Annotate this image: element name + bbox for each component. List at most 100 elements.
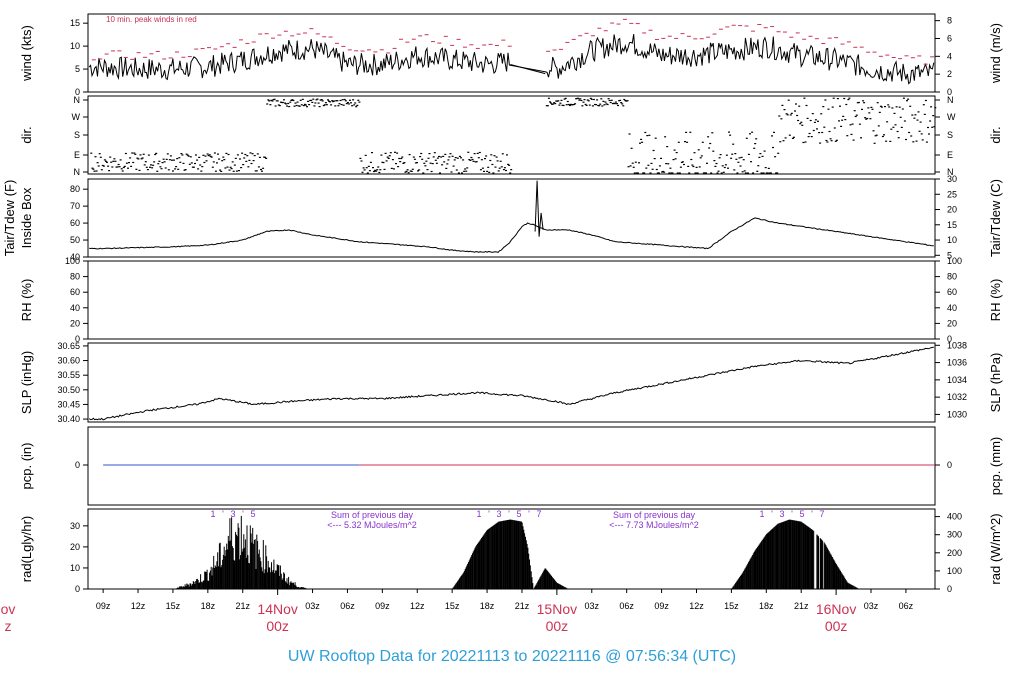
dir-mark <box>564 97 567 99</box>
dir-mark <box>699 157 702 159</box>
dir-mark <box>887 104 890 106</box>
dir-mark <box>307 100 310 102</box>
dir-mark <box>833 127 836 129</box>
dir-mark <box>131 152 134 154</box>
dir-mark <box>401 156 404 158</box>
day-label-line1: 16Nov <box>816 601 856 617</box>
tair-spike <box>534 180 544 237</box>
dir-mark <box>700 155 703 157</box>
dir-mark <box>333 100 336 102</box>
dir-mark <box>760 172 763 174</box>
dir-mark <box>123 165 126 167</box>
dir-mark <box>278 105 281 107</box>
dir-mark <box>880 106 883 108</box>
hour-marker: ' <box>811 509 813 519</box>
dir-mark <box>888 106 891 108</box>
dir-mark <box>495 156 498 158</box>
dir-mark <box>814 119 817 121</box>
dir-mark <box>357 99 360 101</box>
dir-mark <box>455 169 458 171</box>
x-tick-label: 06z <box>619 601 634 611</box>
dir-mark <box>676 172 679 174</box>
dir-mark <box>692 165 695 168</box>
dir-mark <box>217 153 219 155</box>
dir-mark <box>160 168 163 170</box>
dir-mark <box>235 170 238 172</box>
dir-mark <box>144 161 147 163</box>
dir-mark <box>367 165 370 167</box>
dir-mark <box>359 157 362 159</box>
y-tick-label-right: 20 <box>947 318 957 328</box>
dir-mark <box>765 172 768 174</box>
dir-mark <box>616 103 618 105</box>
dir-mark <box>399 161 402 163</box>
dir-mark <box>150 164 152 166</box>
dir-mark <box>207 155 210 157</box>
dir-mark <box>585 104 588 106</box>
dir-mark <box>108 170 111 172</box>
dir-mark <box>917 111 920 113</box>
dir-mark <box>500 166 503 168</box>
dir-mark <box>587 100 590 102</box>
dir-mark <box>328 100 330 102</box>
dir-mark <box>746 172 749 174</box>
dir-mark <box>553 102 556 104</box>
dir-mark <box>198 156 201 158</box>
dir-mark <box>486 170 489 172</box>
dir-mark <box>446 163 449 165</box>
dir-mark <box>469 159 472 161</box>
dir-mark <box>302 105 305 107</box>
dir-mark <box>464 168 467 170</box>
dir-mark <box>879 105 882 107</box>
dir-mark <box>430 170 433 173</box>
dir-mark <box>694 172 697 174</box>
dir-mark <box>254 170 257 172</box>
dir-mark <box>545 105 548 107</box>
dir-mark <box>424 165 427 167</box>
dir-mark <box>775 172 778 174</box>
dir-mark <box>178 157 181 159</box>
dir-mark <box>866 117 869 120</box>
dir-tick-label: E <box>74 150 80 160</box>
dir-mark <box>867 107 870 109</box>
dir-mark <box>885 140 888 142</box>
dir-mark <box>311 101 314 103</box>
dir-mark <box>721 165 724 167</box>
dir-tick-label-right: W <box>947 112 956 122</box>
dir-mark <box>203 161 206 164</box>
y-tick-label: 30.50 <box>57 385 80 395</box>
dir-mark <box>755 138 758 140</box>
dir-mark <box>801 124 804 126</box>
dir-mark <box>420 152 423 155</box>
dir-mark <box>199 164 202 166</box>
dir-mark <box>928 133 930 135</box>
y-tick-label: 0 <box>75 334 80 344</box>
dir-mark <box>889 140 892 142</box>
dir-mark <box>487 166 490 168</box>
y-tick-label-right: 8 <box>947 16 952 26</box>
dir-mark <box>508 164 511 166</box>
dir-mark <box>310 99 313 101</box>
dir-mark <box>448 156 451 158</box>
dir-mark <box>344 100 347 102</box>
dir-mark <box>290 99 293 101</box>
dir-mark <box>855 114 858 116</box>
dir-mark <box>472 160 475 162</box>
dir-mark <box>908 131 911 134</box>
dir-mark <box>163 161 166 163</box>
dir-mark <box>696 172 699 174</box>
dir-mark <box>313 105 316 107</box>
y-tick-label: 100 <box>65 256 80 266</box>
dir-mark <box>596 99 599 101</box>
dir-mark <box>229 166 232 168</box>
dir-tick-label-right: S <box>947 130 953 140</box>
dir-mark <box>592 98 595 101</box>
dir-mark <box>485 155 488 157</box>
y-tick-label-right: 400 <box>947 512 962 522</box>
dir-mark <box>145 166 148 168</box>
dir-mark <box>557 100 560 102</box>
dir-mark <box>756 170 759 172</box>
dir-mark <box>461 172 463 174</box>
dir-mark <box>244 153 247 156</box>
y-tick-label: 40 <box>70 303 80 313</box>
